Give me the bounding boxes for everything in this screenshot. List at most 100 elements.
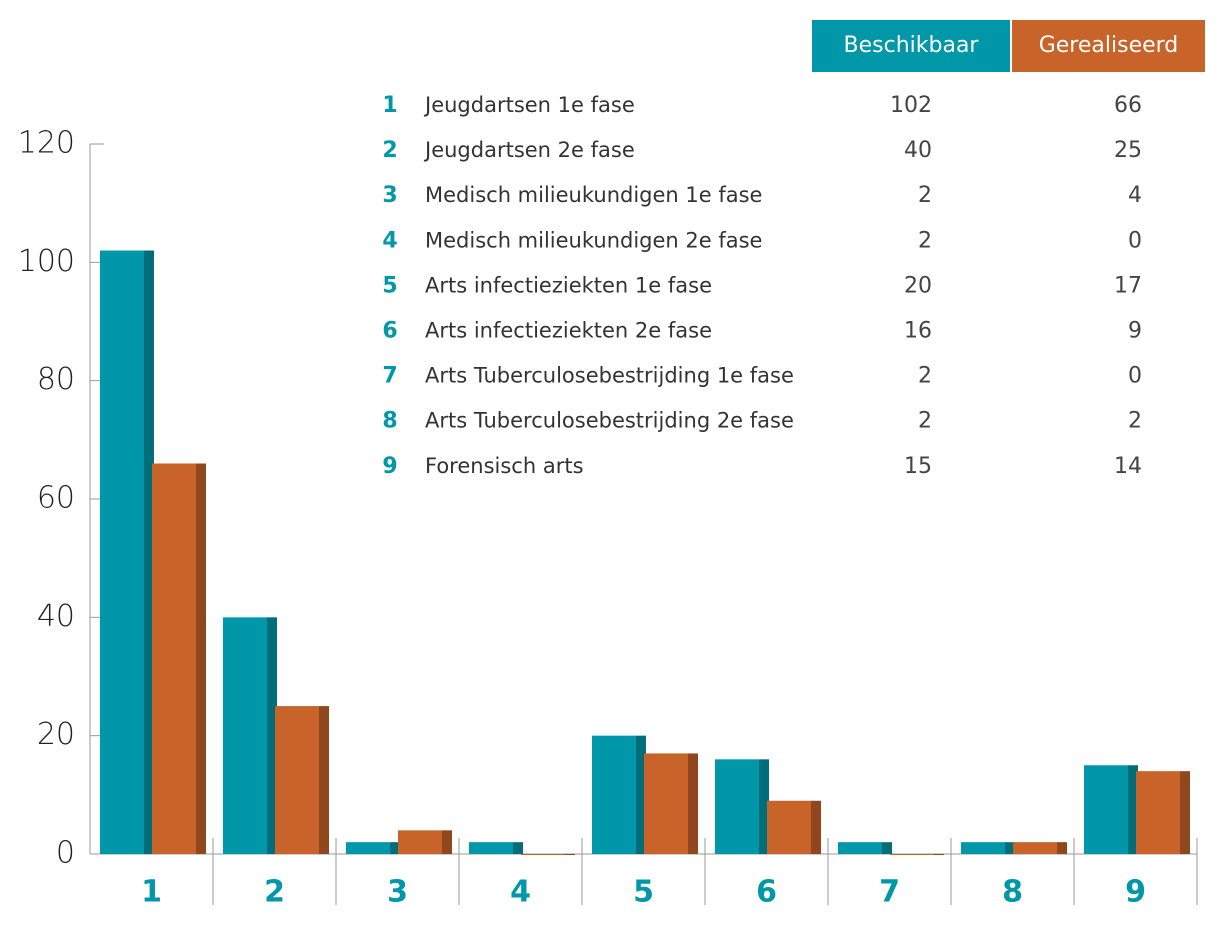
y-tick-label: 40 — [37, 599, 75, 634]
bar-side — [1128, 765, 1138, 854]
x-tick-label: 5 — [633, 875, 654, 910]
bar-face — [715, 759, 759, 854]
table-value: 66 — [1114, 93, 1142, 118]
bar — [961, 842, 1015, 854]
legend-swatch — [1012, 20, 1205, 72]
bar-side — [196, 463, 206, 854]
bar-side — [565, 854, 575, 855]
bar-side — [688, 753, 698, 854]
table-value: 2 — [1128, 409, 1142, 434]
bar-side — [1180, 771, 1190, 854]
table-label: Arts infectieziekten 2e fase — [425, 319, 712, 343]
bar — [890, 854, 944, 855]
table-label: Medisch milieukundigen 2e fase — [425, 228, 762, 252]
bar-face — [890, 854, 934, 855]
bar — [223, 617, 277, 854]
bar-face — [592, 735, 636, 854]
table-number: 2 — [382, 138, 397, 163]
table-value: 16 — [904, 319, 932, 344]
bar-face — [644, 753, 688, 854]
y-tick-label: 80 — [37, 362, 75, 397]
table-label: Jeugdartsen 2e fase — [423, 138, 635, 162]
x-tick-label: 4 — [510, 875, 531, 910]
x-tick-label: 1 — [141, 875, 162, 910]
bar-face — [152, 463, 196, 854]
x-tick-label: 8 — [1002, 875, 1023, 910]
bar — [521, 854, 575, 855]
table-value: 102 — [890, 93, 932, 118]
bar-side — [144, 250, 154, 854]
bar-face — [767, 800, 811, 854]
x-tick-label: 9 — [1125, 875, 1146, 910]
table-value: 40 — [904, 138, 932, 163]
bar-face — [100, 250, 144, 854]
bar-side — [759, 759, 769, 854]
y-tick-label: 120 — [18, 126, 75, 161]
table-number: 3 — [382, 183, 397, 208]
x-tick-label: 6 — [756, 875, 777, 910]
table-label: Arts Tuberculosebestrijding 1e fase — [425, 364, 794, 388]
table-value: 2 — [918, 409, 932, 434]
bar — [767, 800, 821, 854]
table-label: Jeugdartsen 1e fase — [423, 93, 635, 117]
legend-label: Gerealiseerd — [1039, 33, 1179, 58]
bar — [644, 753, 698, 854]
bar-side — [513, 842, 523, 854]
bar — [715, 759, 769, 854]
bar — [275, 706, 329, 854]
table-number: 9 — [382, 454, 397, 479]
bar-side — [1057, 842, 1067, 854]
y-tick-label: 100 — [18, 244, 75, 279]
x-tick-label: 7 — [879, 875, 900, 910]
bar-face — [275, 706, 319, 854]
y-tick-label: 20 — [37, 717, 75, 752]
x-tick-label: 3 — [387, 875, 408, 910]
bar-face — [838, 842, 882, 854]
bar-face — [521, 854, 565, 855]
table-number: 4 — [382, 228, 397, 253]
table-value: 9 — [1128, 319, 1142, 344]
table-value: 0 — [1128, 364, 1142, 389]
table-number: 5 — [382, 273, 397, 298]
table-value: 2 — [918, 364, 932, 389]
legend-swatch — [812, 20, 1010, 72]
table-label: Medisch milieukundigen 1e fase — [425, 183, 762, 207]
table-value: 20 — [904, 273, 932, 298]
y-tick-label: 0 — [56, 836, 75, 871]
bar-face — [346, 842, 390, 854]
table-value: 17 — [1114, 273, 1142, 298]
bar-side — [319, 706, 329, 854]
table-value: 15 — [904, 454, 932, 479]
bar-side — [390, 842, 400, 854]
bar-side — [267, 617, 277, 854]
bar-face — [398, 830, 442, 854]
table-value: 4 — [1128, 183, 1142, 208]
bar — [152, 463, 206, 854]
bar-side — [811, 800, 821, 854]
table-number: 6 — [382, 319, 397, 344]
table-value: 2 — [918, 228, 932, 253]
bar — [592, 735, 646, 854]
bar-side — [882, 842, 892, 854]
bar — [346, 842, 400, 854]
bar-face — [961, 842, 1005, 854]
x-tick-label: 2 — [264, 875, 285, 910]
table-label: Arts infectieziekten 1e fase — [425, 273, 712, 297]
bar-side — [636, 735, 646, 854]
table-value: 2 — [918, 183, 932, 208]
bar-face — [469, 842, 513, 854]
bar — [1013, 842, 1067, 854]
bar — [838, 842, 892, 854]
bar-face — [1013, 842, 1057, 854]
table-value: 14 — [1114, 454, 1142, 479]
table-number: 7 — [382, 364, 397, 389]
bar-face — [1136, 771, 1180, 854]
bar — [1136, 771, 1190, 854]
table-value: 25 — [1114, 138, 1142, 163]
bar — [100, 250, 154, 854]
bar — [398, 830, 452, 854]
bar-face — [1084, 765, 1128, 854]
bar-side — [1005, 842, 1015, 854]
table-label: Forensisch arts — [425, 454, 584, 478]
y-tick-label: 60 — [37, 481, 75, 516]
